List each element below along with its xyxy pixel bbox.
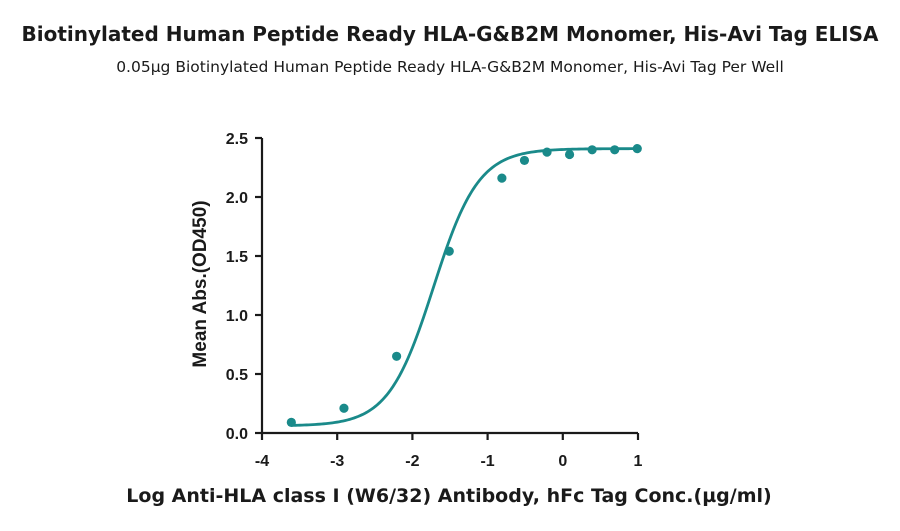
data-point (632, 144, 642, 154)
x-tick-label: -1 (480, 453, 494, 470)
x-tick-label: 0 (558, 453, 567, 470)
x-tick-label: -3 (330, 453, 344, 470)
data-point (519, 155, 530, 166)
chart-subtitle: 0.05µg Biotinylated Human Peptide Ready … (116, 58, 784, 76)
tick-labels-layer: 0.0 0.5 1.0 1.5 2.0 2.5 -4 -3 -2 -1 0 1 (226, 131, 643, 470)
data-point (286, 417, 296, 427)
chart-title: Biotinylated Human Peptide Ready HLA-G&B… (21, 22, 879, 46)
x-tick-label: -2 (405, 453, 419, 470)
data-point (444, 246, 454, 256)
y-tick-label: 0.0 (226, 426, 248, 443)
data-point (392, 351, 402, 361)
data-points-layer (286, 144, 642, 427)
data-point (564, 149, 575, 160)
fit-curve-layer (291, 147, 638, 427)
data-point (610, 145, 620, 155)
x-axis-title: Log Anti-HLA class I (W6/32) Antibody, h… (126, 485, 771, 507)
y-tick-label: 2.5 (226, 131, 248, 148)
data-point (587, 145, 597, 155)
y-axis-title: Mean Abs.(OD450) (190, 200, 211, 367)
y-tick-label: 1.5 (226, 249, 248, 266)
chart-axes (255, 136, 640, 440)
data-point (339, 403, 349, 413)
data-point (542, 147, 552, 157)
y-tick-label: 2.0 (226, 190, 248, 207)
x-tick-label: 1 (634, 453, 643, 470)
y-tick-label: 1.0 (226, 308, 248, 325)
x-tick-label: -4 (255, 453, 269, 470)
fit-curve (291, 147, 638, 427)
y-tick-label: 0.5 (226, 367, 248, 384)
data-point (497, 173, 507, 183)
